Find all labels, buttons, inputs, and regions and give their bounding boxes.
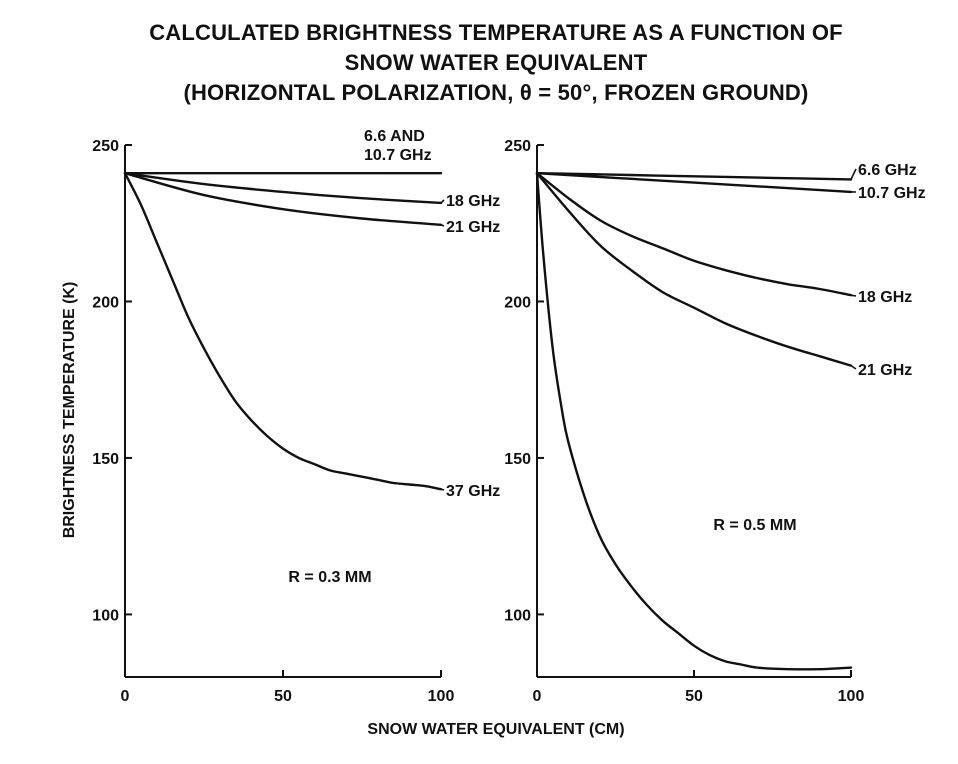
series-label-leader <box>850 168 857 180</box>
series-label-leader <box>440 199 445 204</box>
series-line <box>123 172 443 491</box>
panel-annotation: R = 0.3 MM <box>288 569 371 586</box>
x-tick-label: 100 <box>838 688 865 705</box>
series-line <box>535 172 853 367</box>
y-tick-label: 250 <box>92 138 119 155</box>
series-label: 18 GHz <box>446 193 500 210</box>
series-label-leader <box>440 224 445 227</box>
chart-title-line: (HORIZONTAL POLARIZATION, θ = 50°, FROZE… <box>183 80 808 105</box>
chart-panel: 100 150 200 250 0 50 100 6.6 AND 10.7 GHz 18 GHz 2… <box>92 128 500 705</box>
y-tick-label: 200 <box>92 294 119 311</box>
series-line <box>123 172 443 205</box>
y-tick-label: 250 <box>504 138 531 155</box>
x-tick-label: 0 <box>533 688 542 705</box>
series-label: 21 GHz <box>446 219 500 236</box>
series-label: 6.6 GHz <box>858 162 917 179</box>
series-label: 21 GHz <box>858 362 912 379</box>
series-label: 18 GHz <box>858 289 912 306</box>
x-tick-label: 50 <box>274 688 292 705</box>
chart-title: CALCULATED BRIGHTNESS TEMPERATURE AS A F… <box>149 20 843 105</box>
series-label: 10.7 GHz <box>858 185 926 202</box>
series-label-leader <box>850 364 857 370</box>
x-tick-label: 0 <box>121 688 130 705</box>
panel-annotation: R = 0.5 MM <box>713 517 796 534</box>
series-label: 37 GHz <box>446 483 500 500</box>
x-axis-title: SNOW WATER EQUIVALENT (CM) <box>367 721 624 738</box>
chart-panels: 100 150 200 250 0 50 100 6.6 AND 10.7 GHz 18 GHz 2… <box>92 128 925 705</box>
y-tick-label: 150 <box>92 451 119 468</box>
x-tick-label: 100 <box>428 688 455 705</box>
series-line <box>535 172 853 194</box>
series-label-leader <box>850 294 857 297</box>
series-line <box>123 172 443 226</box>
x-tick-label: 50 <box>685 688 703 705</box>
series-line <box>535 172 853 297</box>
y-tick-label: 100 <box>92 607 119 624</box>
series-label: 10.7 GHz <box>364 147 432 164</box>
y-axis-title: BRIGHTNESS TEMPERATURE (K) <box>61 282 78 539</box>
chart-title-line: SNOW WATER EQUIVALENT <box>345 50 648 75</box>
y-tick-label: 150 <box>504 451 531 468</box>
series-line <box>535 172 853 671</box>
series-label: 6.6 AND <box>364 128 425 145</box>
y-tick-label: 200 <box>504 294 531 311</box>
chart-title-line: CALCULATED BRIGHTNESS TEMPERATURE AS A F… <box>149 20 843 45</box>
series-line <box>535 172 853 181</box>
y-tick-label: 100 <box>504 607 531 624</box>
series-label-leader <box>440 488 445 491</box>
chart-panel: 100 150 200 250 0 50 100 6.6 GHz 10.7 GHz 18 GHz 2… <box>504 138 925 705</box>
